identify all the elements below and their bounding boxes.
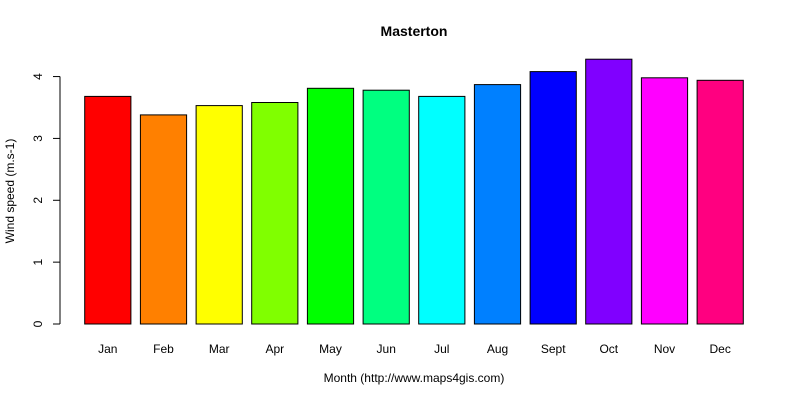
bar-apr <box>251 102 299 325</box>
x-tick-label: Oct <box>599 342 618 356</box>
bar-sept <box>529 71 577 325</box>
y-tick-label: 3 <box>31 135 45 142</box>
x-tick-label: Aug <box>487 342 508 356</box>
x-tick-label: Jun <box>377 342 396 356</box>
y-tick-label: 1 <box>31 258 45 265</box>
x-tick-label: Sept <box>541 342 566 356</box>
bar-mar <box>195 105 243 325</box>
y-tick-label: 2 <box>31 197 45 204</box>
bars-group <box>84 58 744 325</box>
x-axis-label: Month (http://www.maps4gis.com) <box>324 371 505 385</box>
bar-jan <box>84 95 132 325</box>
x-tick-label: Feb <box>153 342 174 356</box>
y-tick-label: 4 <box>31 73 45 80</box>
bar-may <box>306 87 355 325</box>
bar-nov <box>640 77 689 325</box>
x-tick-label: Nov <box>654 342 675 356</box>
x-tick-label: Jan <box>98 342 117 356</box>
bar-jun <box>362 89 410 325</box>
y-tick-label: 0 <box>31 320 45 327</box>
y-axis: 0 1 2 3 4 <box>31 73 61 327</box>
x-tick-label: Mar <box>209 342 230 356</box>
x-tick-label: Jul <box>434 342 449 356</box>
x-tick-label: Apr <box>265 342 284 356</box>
bar-aug <box>473 84 522 325</box>
bar-oct <box>585 58 633 325</box>
x-axis: Jan Feb Mar Apr May Jun Jul Aug Sept Oct Nov Dec <box>98 342 731 356</box>
bar-jul <box>418 95 466 325</box>
x-tick-label: Dec <box>710 342 731 356</box>
chart-title: Masterton <box>381 23 448 39</box>
x-tick-label: May <box>319 342 342 356</box>
bar-feb <box>139 114 188 325</box>
y-axis-label: Wind speed (m.s-1) <box>3 139 17 244</box>
bar-dec <box>696 79 744 325</box>
